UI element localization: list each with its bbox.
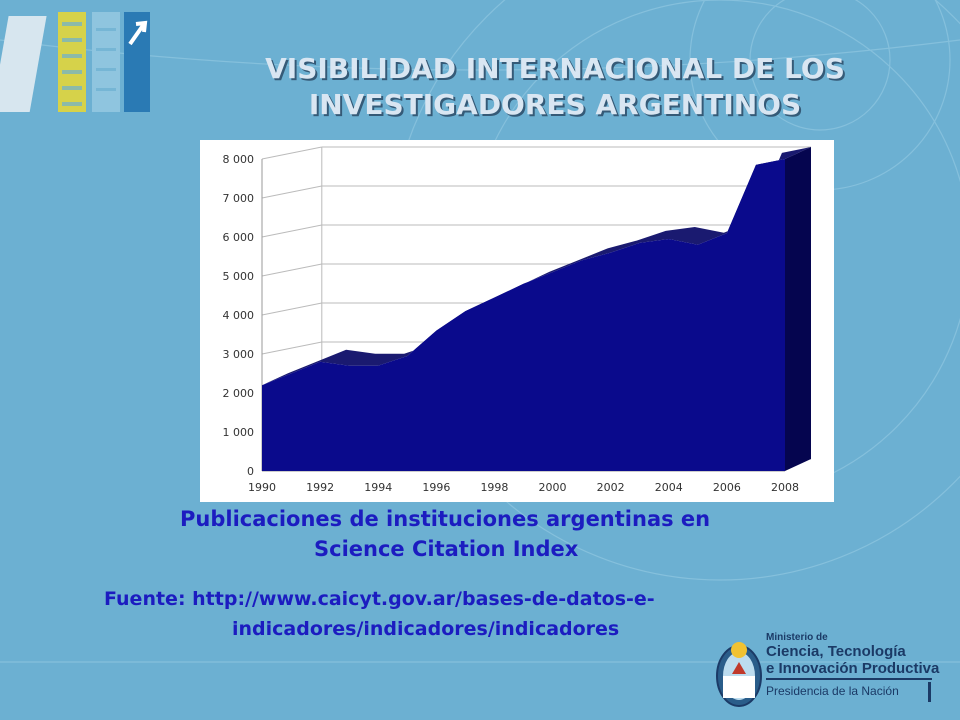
presidency-label: Presidencia de la Nación bbox=[766, 684, 899, 698]
gridline-side bbox=[261, 263, 322, 277]
area-front-face bbox=[262, 159, 785, 471]
y-tick-label: 0 bbox=[247, 465, 254, 478]
x-tick-label: 1994 bbox=[364, 481, 392, 494]
x-tick-label: 1996 bbox=[422, 481, 450, 494]
ministry-bracket bbox=[928, 682, 931, 702]
y-tick-label: 2 000 bbox=[223, 387, 255, 400]
gridline-side bbox=[261, 185, 322, 199]
y-tick-label: 3 000 bbox=[223, 348, 255, 361]
gridline-side bbox=[261, 302, 322, 316]
x-tick-label: 2000 bbox=[539, 481, 567, 494]
source-line1[interactable]: Fuente: http://www.caicyt.gov.ar/bases-d… bbox=[104, 588, 655, 610]
slide-title-line2: INVESTIGADORES ARGENTINOS bbox=[308, 88, 802, 121]
x-tick-label: 2002 bbox=[597, 481, 625, 494]
gridline-side bbox=[261, 224, 322, 238]
source-line2[interactable]: indicadores/indicadores/indicadores bbox=[232, 618, 620, 640]
ministry-name-line2: e Innovación Productiva bbox=[766, 660, 940, 677]
gridline-side bbox=[261, 341, 322, 355]
chart-panel: 0 1 000 2 000 3 000 4 000 5 000 6 000 7 000 8 00… bbox=[200, 140, 834, 502]
x-tick-label: 2004 bbox=[655, 481, 683, 494]
x-tick-label: 2006 bbox=[713, 481, 741, 494]
slide-title-line1: VISIBILIDAD INTERNACIONAL DE LOS bbox=[265, 52, 845, 85]
y-tick-label: 6 000 bbox=[223, 231, 255, 244]
x-tick-label: 1992 bbox=[306, 481, 334, 494]
x-tick-label: 2008 bbox=[771, 481, 799, 494]
y-tick-label: 7 000 bbox=[223, 192, 255, 205]
y-tick-label: 5 000 bbox=[223, 270, 255, 283]
chart-caption-line2: Science Citation Index bbox=[314, 537, 579, 561]
x-tick-label: 1990 bbox=[248, 481, 276, 494]
x-tick-label: 1998 bbox=[480, 481, 508, 494]
ministry-logo: Ministerio de Ciencia, Tecnología e Inno… bbox=[712, 630, 942, 720]
ministry-name-line1: Ciencia, Tecnología bbox=[766, 643, 906, 660]
area-side-face bbox=[785, 147, 811, 471]
y-tick-label: 8 000 bbox=[223, 153, 255, 166]
area-chart: 0 1 000 2 000 3 000 4 000 5 000 6 000 7 000 8 00… bbox=[223, 146, 811, 494]
chart-caption-line1: Publicaciones de instituciones argentina… bbox=[180, 507, 711, 531]
ministry-divider bbox=[766, 678, 932, 680]
coat-of-arms-icon bbox=[716, 642, 762, 707]
institution-logo bbox=[0, 12, 150, 112]
gridline-side bbox=[261, 146, 322, 160]
y-tick-label: 1 000 bbox=[223, 426, 255, 439]
ministry-label: Ministerio de bbox=[766, 632, 828, 643]
y-tick-label: 4 000 bbox=[223, 309, 255, 322]
